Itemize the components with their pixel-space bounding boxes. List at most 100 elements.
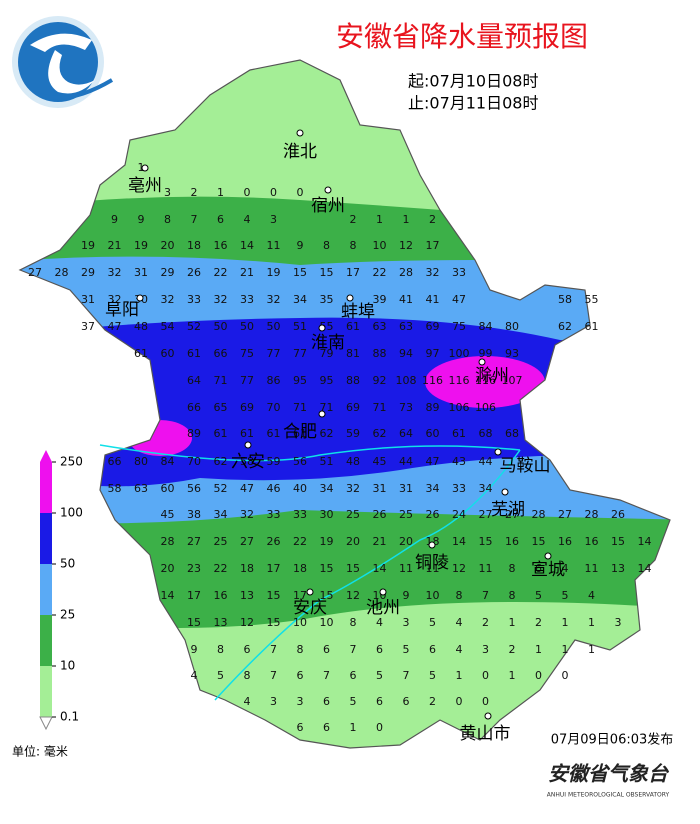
grid-value: 13 [611, 562, 625, 575]
grid-value: 46 [267, 482, 281, 495]
grid-value: 61 [293, 427, 307, 440]
city-dot [318, 324, 326, 332]
grid-value: 61 [134, 347, 148, 360]
grid-value: 23 [187, 562, 201, 575]
grid-value: 66 [187, 401, 201, 414]
grid-value: 2 [429, 695, 436, 708]
grid-value: 32 [214, 293, 228, 306]
grid-value: 28 [55, 266, 69, 279]
grid-value: 47 [108, 320, 122, 333]
grid-value: 33 [187, 293, 201, 306]
grid-value: 77 [267, 347, 281, 360]
city-dot [136, 294, 144, 302]
grid-value: 55 [585, 293, 599, 306]
grid-value: 2 [350, 213, 357, 226]
grid-value: 33 [267, 508, 281, 521]
grid-value: 32 [108, 266, 122, 279]
grid-value: 1 [588, 643, 595, 656]
grid-value: 65 [214, 401, 228, 414]
grid-value: 8 [350, 239, 357, 252]
grid-value: 1 [350, 721, 357, 734]
grid-value: 4 [191, 669, 198, 682]
grid-value: 11 [399, 562, 413, 575]
city-dot [296, 129, 304, 137]
title: 安徽省降水量预报图 [336, 20, 588, 53]
legend-swatch [40, 666, 52, 717]
grid-value: 95 [320, 374, 334, 387]
grid-value: 8 [509, 562, 516, 575]
grid-value: 58 [558, 293, 572, 306]
grid-value: 70 [187, 455, 201, 468]
grid-value: 5 [217, 669, 224, 682]
grid-value: 12 [346, 589, 360, 602]
grid-value: 56 [187, 482, 201, 495]
grid-value: 6 [217, 213, 224, 226]
grid-value: 84 [161, 455, 175, 468]
city-name: 安庆 [293, 598, 327, 618]
grid-value: 58 [240, 455, 254, 468]
grid-value: 16 [505, 535, 519, 548]
legend-label: 100 [60, 506, 83, 520]
grid-value: 27 [505, 508, 519, 521]
end-time: 止:07月11日08时 [408, 94, 538, 113]
grid-value: 0 [456, 695, 463, 708]
grid-value: 52 [187, 320, 201, 333]
grid-value: 1 [217, 186, 224, 199]
grid-value: 13 [240, 589, 254, 602]
grid-value: 100 [449, 347, 470, 360]
grid-value: 116 [422, 374, 443, 387]
grid-value: 31 [373, 482, 387, 495]
grid-value: 2 [429, 213, 436, 226]
grid-value: 61 [187, 347, 201, 360]
grid-value: 3 [403, 616, 410, 629]
city-name: 池州 [366, 598, 400, 618]
grid-value: 3 [482, 643, 489, 656]
grid-value: 70 [267, 401, 281, 414]
city-name: 合肥 [283, 422, 317, 442]
grid-value: 8 [323, 239, 330, 252]
grid-values: 13 2 1 0 0 09 9 8 7 6 4 3 2 1 1 219 21 19 20 18 16 14 11 9 8 8 10 1… [28, 161, 652, 734]
unit-label: 单位: 毫米 [12, 744, 68, 759]
grid-value: 26 [267, 535, 281, 548]
grid-value: 6 [535, 562, 542, 575]
grid-value: 26 [426, 508, 440, 521]
grid-value: 6 [429, 643, 436, 656]
grid-value: 15 [267, 616, 281, 629]
grid-value: 6 [297, 721, 304, 734]
grid-value: 0 [297, 186, 304, 199]
grid-value: 0 [482, 669, 489, 682]
grid-value: 34 [320, 482, 334, 495]
grid-value: 28 [585, 508, 599, 521]
city-dot [318, 410, 326, 418]
grid-value: 44 [399, 455, 413, 468]
grid-value: 14 [161, 589, 175, 602]
grid-value: 25 [399, 508, 413, 521]
grid-value: 60 [426, 427, 440, 440]
city-name: 马鞍山 [500, 456, 551, 476]
grid-value: 11 [479, 562, 493, 575]
grid-value: 51 [293, 320, 307, 333]
grid-value: 89 [187, 427, 201, 440]
grid-value: 80 [505, 320, 519, 333]
grid-value: 33 [452, 266, 466, 279]
grid-value: 12 [240, 616, 254, 629]
grid-value: 29 [81, 266, 95, 279]
city-name: 宿州 [311, 196, 345, 216]
legend-swatch [40, 462, 52, 513]
grid-value: 25 [346, 508, 360, 521]
grid-value: 26 [611, 508, 625, 521]
grid-value: 33 [293, 508, 307, 521]
grid-value: 7 [270, 643, 277, 656]
agency-name: 安徽省气象台 [548, 762, 670, 786]
grid-value: 6 [297, 669, 304, 682]
grid-value: 21 [373, 535, 387, 548]
grid-value: 5 [350, 695, 357, 708]
province-border [18, 59, 671, 749]
grid-value: 7 [191, 213, 198, 226]
city-dot [346, 294, 354, 302]
grid-value: 5 [562, 589, 569, 602]
legend-arrow-bottom [39, 716, 53, 731]
city-dot [494, 448, 502, 456]
